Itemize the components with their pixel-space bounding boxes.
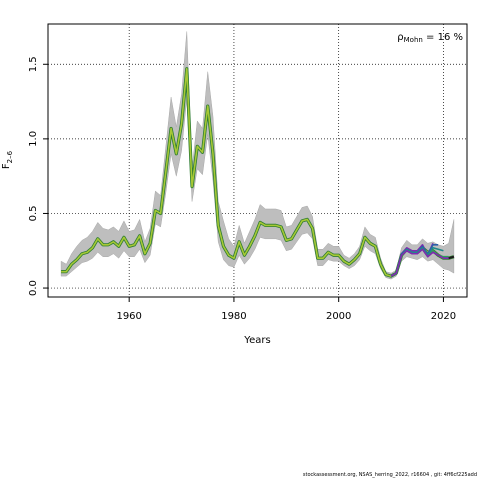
y-tick-label: 0.0 (28, 280, 39, 296)
y-tick-label: 0.5 (28, 206, 39, 222)
y-axis-title: F2–6 (1, 150, 14, 169)
mohn-rho-symbol: ρ (397, 32, 403, 43)
mohn-rho-subscript: Mohn (404, 36, 423, 44)
x-tick-label: 1980 (221, 311, 246, 322)
grid-lines (48, 24, 467, 297)
x-tick-label: 2000 (326, 311, 351, 322)
series-line-final-run (448, 255, 455, 260)
y-axis-title-main: F (1, 163, 12, 169)
x-tick-label: 1960 (116, 311, 141, 322)
mohn-rho-value: = 16 % (423, 32, 463, 43)
mohn-rho-annotation: ρMohn = 16 % (397, 32, 463, 44)
footer-caption: stockassessment.org, NSAS_herring_2022, … (302, 472, 477, 478)
series-line-base (61, 67, 455, 277)
y-axis-title-subscript: 2–6 (6, 150, 14, 163)
series-line-final-peel (390, 248, 455, 277)
plot-frame (47, 23, 468, 298)
axes: 1960 1980 2000 2020 0.0 0.5 1.0 1.5 (28, 56, 456, 322)
y-tick-label: 1.0 (28, 131, 39, 147)
x-tick-label: 2020 (431, 311, 456, 322)
y-tick-label: 1.5 (28, 56, 39, 72)
x-axis-title: Years (243, 335, 270, 346)
series-lines (61, 67, 455, 278)
